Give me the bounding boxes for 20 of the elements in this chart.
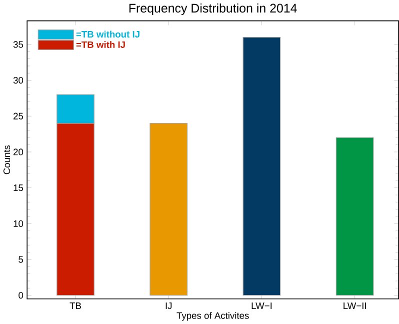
x-tick-label: IJ (166, 302, 172, 309)
bar (150, 122, 188, 296)
y-tick-label: 0 (18, 292, 24, 299)
bar (242, 36, 281, 296)
y-tick-label: 15 (14, 184, 24, 191)
x-axis-title: Types of Activites (176, 312, 249, 321)
x-tick-label: LW−I (252, 302, 272, 309)
y-axis-title: Counts (3, 145, 10, 174)
x-tick-label: TB (70, 302, 81, 309)
legend-label: =TB without IJ (76, 30, 140, 38)
bar (336, 137, 374, 296)
y-tick-label: 5 (18, 256, 24, 263)
chart-title: Frequency Distribution in 2014 (129, 3, 297, 15)
y-tick-label: 30 (13, 76, 24, 84)
y-tick-label: 35 (13, 41, 24, 48)
y-tick-label: 10 (14, 220, 24, 227)
legend-label: =TB with IJ (76, 41, 125, 48)
y-tick-label: 20 (14, 148, 24, 156)
y-tick-label: 25 (14, 112, 24, 120)
x-tick-label: LW−II (344, 302, 366, 309)
